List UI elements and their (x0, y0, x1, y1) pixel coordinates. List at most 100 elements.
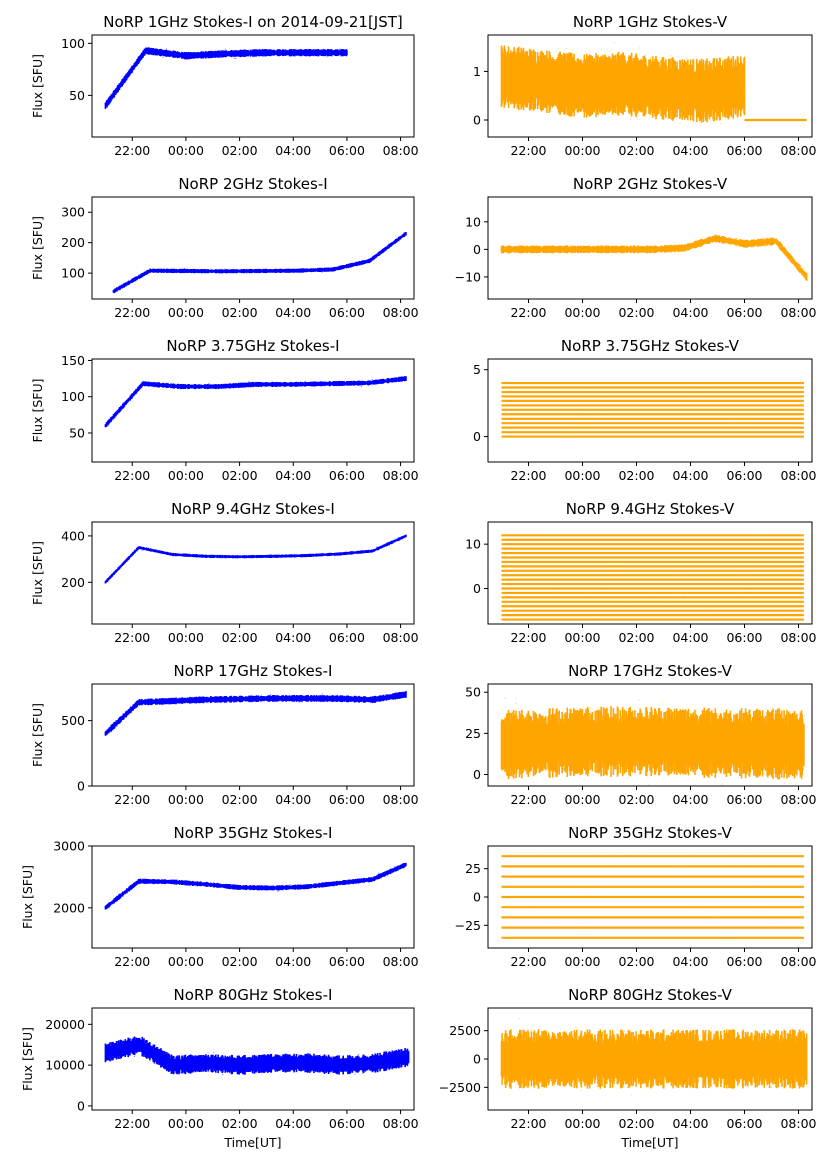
data-point (801, 413, 803, 415)
data-point (606, 422, 608, 424)
data-point (162, 1064, 165, 1067)
data-point (722, 417, 724, 419)
data-point (137, 387, 140, 389)
data-point (551, 383, 553, 385)
data-point (592, 90, 594, 92)
data-point (579, 886, 581, 888)
data-point (651, 548, 653, 550)
data-point (184, 553, 186, 555)
data-point (623, 601, 625, 603)
data-point (252, 887, 254, 889)
data-point (568, 410, 570, 412)
data-point (353, 380, 355, 382)
data-point (363, 696, 365, 698)
data-point (713, 557, 715, 559)
data-point (653, 565, 655, 567)
data-point (358, 1064, 361, 1066)
data-point (575, 1066, 578, 1068)
data-point (376, 877, 378, 879)
data-point (525, 83, 527, 86)
data-point (782, 401, 784, 403)
data-point (613, 917, 615, 919)
data-point (191, 53, 193, 55)
data-point (636, 249, 638, 252)
data-point (730, 242, 732, 244)
data-point (656, 906, 658, 908)
data-point (537, 1054, 539, 1056)
y-tick-label: 0 (77, 779, 85, 794)
data-point (327, 554, 329, 556)
data-point (706, 93, 708, 95)
data-point (504, 426, 506, 428)
data-point (602, 886, 604, 888)
data-point (314, 554, 316, 557)
y-tick-label: 150 (61, 353, 85, 368)
data-point (794, 866, 796, 868)
data-point (803, 596, 805, 598)
data-point (246, 886, 248, 888)
data-point (657, 547, 659, 549)
data-point (727, 865, 729, 867)
data-point (541, 755, 543, 757)
data-point (759, 534, 761, 536)
data-point (666, 600, 668, 602)
data-point (363, 260, 365, 262)
data-point (289, 55, 291, 57)
data-point (545, 426, 547, 428)
y-tick-label: 0 (473, 429, 481, 444)
data-point (634, 855, 636, 857)
data-point (691, 917, 693, 919)
data-point (570, 67, 572, 69)
data-point (710, 896, 712, 898)
data-point (192, 271, 194, 273)
data-point (782, 422, 784, 424)
data-point (139, 56, 141, 59)
data-point (742, 246, 745, 248)
data-point (553, 741, 555, 743)
data-point (645, 534, 647, 536)
data-point (515, 100, 517, 103)
data-point (688, 886, 690, 888)
data-point (565, 431, 567, 433)
data-point (791, 731, 793, 733)
data-point (355, 1062, 357, 1064)
data-point (379, 381, 381, 383)
data-point (675, 1057, 677, 1059)
data-point (737, 417, 739, 419)
x-tick-label: 02:00 (618, 305, 654, 320)
data-point (515, 697, 517, 700)
data-point (575, 1026, 577, 1028)
data-point (580, 422, 582, 424)
data-point (177, 702, 179, 704)
data-point (678, 88, 680, 90)
data-point (502, 587, 504, 589)
data-point (799, 710, 801, 712)
data-point (503, 436, 505, 438)
data-point (655, 80, 657, 82)
data-point (646, 856, 648, 858)
data-point (298, 701, 300, 703)
data-point (511, 866, 513, 868)
y-tick-label: 0 (77, 1098, 85, 1113)
data-point (328, 554, 330, 556)
data-point (671, 1057, 673, 1059)
data-point (113, 288, 115, 290)
y-tick-label: 0 (473, 113, 481, 128)
data-point (800, 1066, 803, 1069)
data-point (272, 555, 274, 557)
data-point (599, 248, 601, 250)
data-point (762, 386, 764, 388)
data-point (394, 538, 396, 540)
data-point (198, 701, 200, 703)
data-point (262, 697, 265, 700)
data-point (365, 550, 367, 552)
data-point (264, 699, 267, 701)
data-point (760, 1040, 762, 1042)
data-point (532, 250, 534, 253)
data-point (376, 254, 378, 257)
data-point (645, 552, 647, 554)
data-point (355, 881, 357, 883)
data-point (284, 50, 286, 52)
data-point (382, 379, 384, 382)
data-point (512, 729, 514, 731)
